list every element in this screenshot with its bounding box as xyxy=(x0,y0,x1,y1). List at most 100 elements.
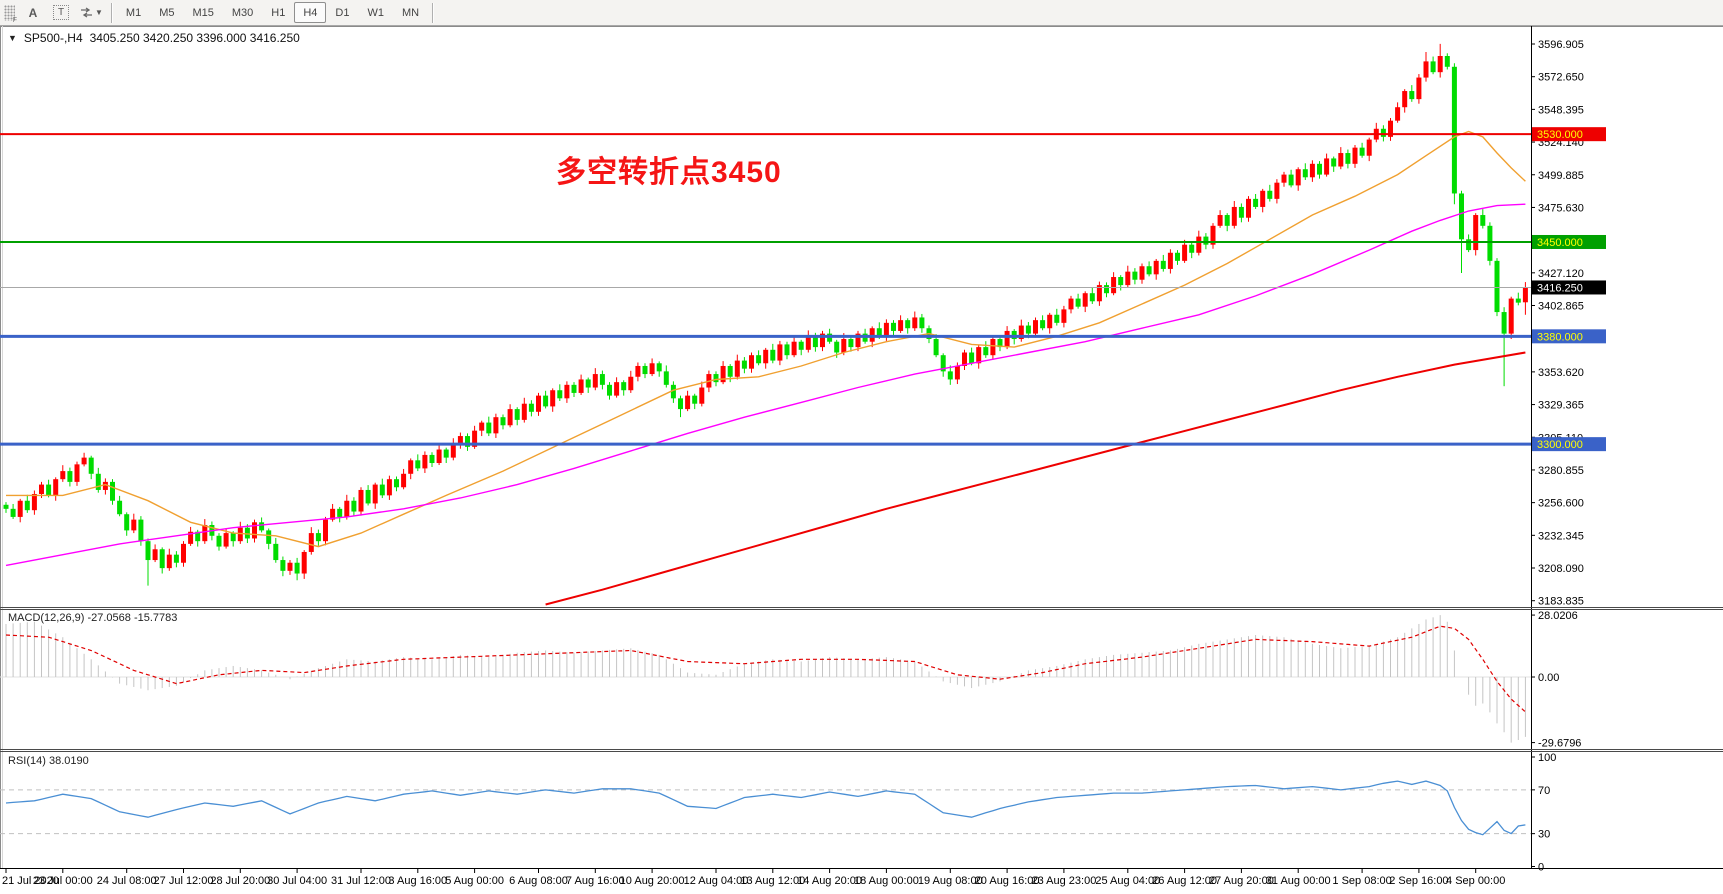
svg-text:3450.000: 3450.000 xyxy=(1537,237,1583,249)
timeframe-button-w1[interactable]: W1 xyxy=(367,6,384,19)
svg-text:3183.835: 3183.835 xyxy=(1538,596,1584,608)
svg-text:30: 30 xyxy=(1538,829,1550,841)
chart-frame xyxy=(0,26,1723,869)
svg-text:31 Aug 00:00: 31 Aug 00:00 xyxy=(1266,875,1331,887)
svg-text:3427.120: 3427.120 xyxy=(1538,268,1584,280)
svg-text:70: 70 xyxy=(1538,785,1550,797)
timeframe-button-m5[interactable]: M5 xyxy=(159,6,175,19)
ma-fast-orange xyxy=(6,130,1526,548)
svg-text:-29.6796: -29.6796 xyxy=(1538,738,1581,750)
panel-splitter-line xyxy=(0,607,1723,610)
svg-text:3572.650: 3572.650 xyxy=(1538,72,1584,84)
toolbar-separator xyxy=(432,2,435,23)
pattern-f-icon[interactable]: F xyxy=(4,4,17,24)
chevron-down-icon: ▼ xyxy=(95,8,103,17)
svg-text:3499.885: 3499.885 xyxy=(1538,170,1584,182)
svg-text:0: 0 xyxy=(1538,862,1544,874)
svg-text:3329.365: 3329.365 xyxy=(1538,400,1584,412)
svg-text:3416.250: 3416.250 xyxy=(1537,282,1583,294)
svg-text:21 Jul 2020: 21 Jul 2020 xyxy=(2,875,59,887)
svg-text:31 Jul 12:00: 31 Jul 12:00 xyxy=(331,875,391,887)
svg-text:23 Jul 00:00: 23 Jul 00:00 xyxy=(33,875,93,887)
svg-text:3280.855: 3280.855 xyxy=(1538,465,1584,477)
chevron-down-icon: ▼ xyxy=(8,33,17,43)
ma-slow-red xyxy=(545,351,1526,606)
timeframe-button-m15[interactable]: M15 xyxy=(192,6,214,19)
svg-text:27 Jul 12:00: 27 Jul 12:00 xyxy=(154,875,214,887)
svg-text:4 Sep 00:00: 4 Sep 00:00 xyxy=(1446,875,1505,887)
svg-text:3 Aug 16:00: 3 Aug 16:00 xyxy=(388,875,447,887)
text-a-icon[interactable]: A xyxy=(28,5,38,20)
top-toolbar: F A T ▼ M1 M5 M15 M30 H1 H4 D1 W1 MN xyxy=(0,0,1723,26)
price-badge: 3450.000 xyxy=(1532,234,1606,249)
text-frame-icon[interactable]: T xyxy=(47,2,75,24)
svg-text:3256.600: 3256.600 xyxy=(1538,498,1584,510)
timeframe-button-mn[interactable]: MN xyxy=(401,6,420,19)
annotation-text: 多空转折点3450 xyxy=(556,156,782,189)
panel-splitter-macd[interactable] xyxy=(0,605,1723,610)
svg-text:23 Aug 23:00: 23 Aug 23:00 xyxy=(1031,875,1096,887)
svg-text:3548.395: 3548.395 xyxy=(1538,104,1584,116)
toolbar-separator xyxy=(110,2,113,23)
svg-text:6 Aug 08:00: 6 Aug 08:00 xyxy=(509,875,568,887)
svg-text:28.0206: 28.0206 xyxy=(1538,610,1578,622)
timeframe-toolbar: M1 M5 M15 M30 H1 H4 D1 W1 MN xyxy=(117,2,428,23)
macd-indicator-label: MACD(12,26,9) -27.0568 -15.7783 xyxy=(8,612,178,624)
svg-text:3208.090: 3208.090 xyxy=(1538,563,1584,575)
svg-text:2 Sep 16:00: 2 Sep 16:00 xyxy=(1389,875,1448,887)
svg-text:3232.345: 3232.345 xyxy=(1538,530,1584,542)
price-badge: 3530.000 xyxy=(1532,127,1606,142)
svg-text:100: 100 xyxy=(1538,752,1556,764)
timeframe-button-h1[interactable]: H1 xyxy=(271,6,286,19)
svg-text:5 Aug 00:00: 5 Aug 00:00 xyxy=(445,875,504,887)
chart-canvas[interactable]: 3596.9053572.6503548.3953524.1403499.885… xyxy=(0,26,1723,894)
svg-text:7 Aug 16:00: 7 Aug 16:00 xyxy=(566,875,625,887)
svg-text:19 Aug 08:00: 19 Aug 08:00 xyxy=(918,875,983,887)
chart-title: ▼ SP500-,H4 3405.250 3420.250 3396.000 3… xyxy=(8,31,300,45)
price-badge: 3300.000 xyxy=(1532,437,1606,452)
time-axis[interactable] xyxy=(0,868,1531,894)
svg-text:26 Aug 12:00: 26 Aug 12:00 xyxy=(1152,875,1217,887)
svg-text:27 Aug 20:00: 27 Aug 20:00 xyxy=(1209,875,1274,887)
svg-text:14 Aug 20:00: 14 Aug 20:00 xyxy=(797,875,862,887)
rsi-indicator-label: RSI(14) 38.0190 xyxy=(8,755,89,767)
svg-text:3530.000: 3530.000 xyxy=(1537,129,1583,141)
timeframe-button-d1[interactable]: D1 xyxy=(335,6,350,19)
svg-text:18 Aug 00:00: 18 Aug 00:00 xyxy=(854,875,919,887)
svg-text:1 Sep 08:00: 1 Sep 08:00 xyxy=(1332,875,1391,887)
svg-text:3475.630: 3475.630 xyxy=(1538,202,1584,214)
svg-text:3402.865: 3402.865 xyxy=(1538,301,1584,313)
svg-text:28 Jul 20:00: 28 Jul 20:00 xyxy=(210,875,270,887)
timeframe-button-m30[interactable]: M30 xyxy=(231,6,254,19)
price-badge: 3380.000 xyxy=(1532,329,1606,344)
chart-title-symbol: SP500-,H4 xyxy=(23,31,83,45)
svg-text:3300.000: 3300.000 xyxy=(1537,439,1583,451)
macd-panel: 28.0206 0.00 -29.6796 xyxy=(0,610,1581,750)
svg-text:25 Aug 04:00: 25 Aug 04:00 xyxy=(1095,875,1160,887)
svg-text:24 Jul 08:00: 24 Jul 08:00 xyxy=(97,875,157,887)
svg-text:20 Aug 16:00: 20 Aug 16:00 xyxy=(975,875,1040,887)
rsi-panel: 100 70 30 0 xyxy=(0,752,1556,874)
cycle-arrows-glyph xyxy=(81,7,92,18)
svg-text:3353.620: 3353.620 xyxy=(1538,367,1584,379)
panel-splitter-line xyxy=(0,749,1723,752)
price-badge: 3416.250 xyxy=(1532,280,1606,295)
horizontal-levels xyxy=(0,133,1531,446)
timeframe-button-h4[interactable]: H4 xyxy=(294,2,327,23)
svg-text:13 Aug 12:00: 13 Aug 12:00 xyxy=(740,875,805,887)
price-axis[interactable] xyxy=(1531,26,1723,868)
candlesticks xyxy=(3,43,1528,586)
svg-text:10 Aug 20:00: 10 Aug 20:00 xyxy=(620,875,685,887)
svg-text:3380.000: 3380.000 xyxy=(1537,331,1583,343)
svg-text:30 Jul 04:00: 30 Jul 04:00 xyxy=(267,875,327,887)
svg-text:12 Aug 04:00: 12 Aug 04:00 xyxy=(684,875,749,887)
panel-splitter-rsi[interactable] xyxy=(0,747,1723,752)
svg-text:3596.905: 3596.905 xyxy=(1538,39,1584,51)
chart-title-ohlc: 3405.250 3420.250 3396.000 3416.250 xyxy=(89,31,300,45)
svg-text:0.00: 0.00 xyxy=(1538,672,1559,684)
ma-mid-magenta xyxy=(5,203,1526,567)
timeframe-button-m1[interactable]: M1 xyxy=(125,6,142,19)
cycle-arrows-icon[interactable]: ▼ xyxy=(75,2,107,24)
